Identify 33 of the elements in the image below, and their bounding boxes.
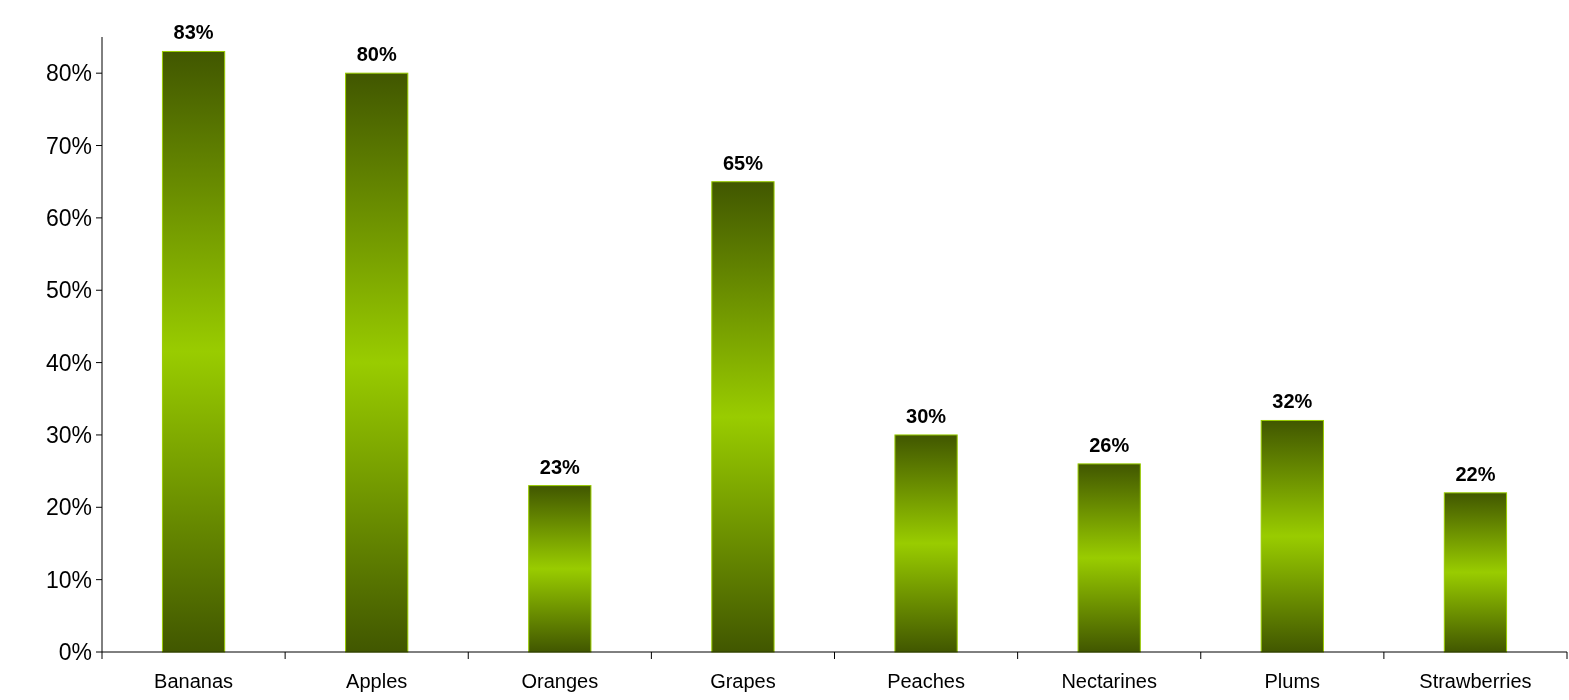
x-tick-label: Bananas: [154, 670, 234, 692]
y-tick-label: 10%: [45, 566, 92, 593]
data-label: 32%: [1272, 390, 1313, 413]
data-label: 83%: [173, 21, 214, 44]
y-tick-label: 50%: [45, 277, 92, 304]
x-tick-label: Oranges: [521, 670, 599, 692]
y-tick-label: 20%: [45, 494, 92, 521]
bar: [161, 50, 226, 653]
data-label: 65%: [722, 151, 764, 174]
x-tick-label: Grapes: [710, 670, 776, 692]
y-tick-label: 30%: [45, 421, 92, 448]
y-tick-label: 40%: [45, 349, 92, 376]
x-tick-label: Plums: [1264, 670, 1321, 692]
y-tick-label: 0%: [58, 639, 92, 666]
data-label: 26%: [1089, 433, 1130, 456]
x-tick-label: Apples: [346, 670, 408, 692]
data-label: 22%: [1455, 462, 1496, 485]
y-tick-label: 60%: [45, 204, 92, 231]
y-tick-label: 80%: [45, 60, 92, 87]
bar: [345, 72, 409, 653]
bar: [1443, 492, 1508, 653]
bar: [894, 434, 958, 653]
data-label: 80%: [356, 43, 397, 66]
y-tick-label: 70%: [45, 132, 92, 159]
x-tick-label: Peaches: [887, 670, 965, 692]
x-tick-label: Strawberries: [1419, 670, 1532, 692]
data-label: 23%: [539, 455, 581, 478]
bar: [528, 485, 592, 653]
data-label: 30%: [906, 404, 947, 427]
bar: [1077, 463, 1141, 653]
bar: [711, 181, 775, 653]
bar: [1260, 419, 1324, 653]
x-tick-label: Nectarines: [1061, 670, 1157, 692]
